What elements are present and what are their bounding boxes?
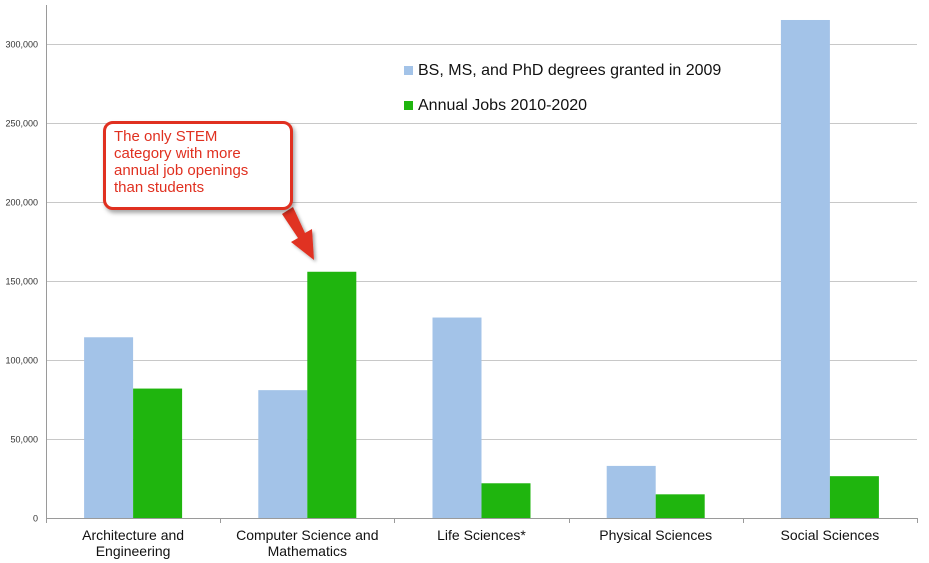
y-tick-labels: 0 50,000 100,000 150,000 200,000 250,000 300,0… xyxy=(5,40,38,524)
category-label: Life Sciences* xyxy=(437,527,526,543)
category-label: Social Sciences xyxy=(780,527,879,543)
callout-arrow xyxy=(282,207,314,260)
y-tick-label: 0 xyxy=(33,514,38,524)
annotation-callout: The only STEM category with more annual … xyxy=(103,121,293,210)
bar-degrees xyxy=(84,337,134,518)
legend-label: Annual Jobs 2010-2020 xyxy=(418,97,587,114)
category-label: Mathematics xyxy=(268,543,347,559)
y-tick-label: 50,000 xyxy=(10,435,38,445)
annotation-line: annual job openings xyxy=(114,162,249,179)
bars xyxy=(84,19,879,518)
y-tick-label: 200,000 xyxy=(5,198,38,208)
bar-degrees xyxy=(258,390,308,518)
bar-jobs xyxy=(655,494,705,518)
bar-jobs xyxy=(133,388,183,518)
arrow-icon xyxy=(282,207,314,260)
bar-jobs xyxy=(829,476,879,518)
category-label: Physical Sciences xyxy=(599,527,712,543)
annotation-line: than students xyxy=(114,179,205,196)
category-label: Architecture and xyxy=(82,527,184,543)
bar-degrees xyxy=(780,19,830,518)
y-tick-label: 300,000 xyxy=(5,40,38,50)
bar-degrees xyxy=(606,465,656,518)
legend-swatch xyxy=(404,66,413,75)
category-label: Engineering xyxy=(96,543,171,559)
annotation-line: The only STEM xyxy=(114,128,218,145)
annotation-line: category with more xyxy=(114,145,241,162)
bar-degrees xyxy=(432,317,482,518)
y-tick-label: 250,000 xyxy=(5,119,38,129)
legend: BS, MS, and PhD degrees granted in 2009 A… xyxy=(404,62,721,114)
category-label: Computer Science and xyxy=(236,527,378,543)
bar-jobs xyxy=(307,271,357,518)
legend-swatch xyxy=(404,101,413,110)
bar-jobs xyxy=(481,483,531,518)
legend-label: BS, MS, and PhD degrees granted in 2009 xyxy=(418,62,721,79)
axes xyxy=(46,5,918,523)
y-tick-label: 150,000 xyxy=(5,277,38,287)
y-tick-label: 100,000 xyxy=(5,356,38,366)
